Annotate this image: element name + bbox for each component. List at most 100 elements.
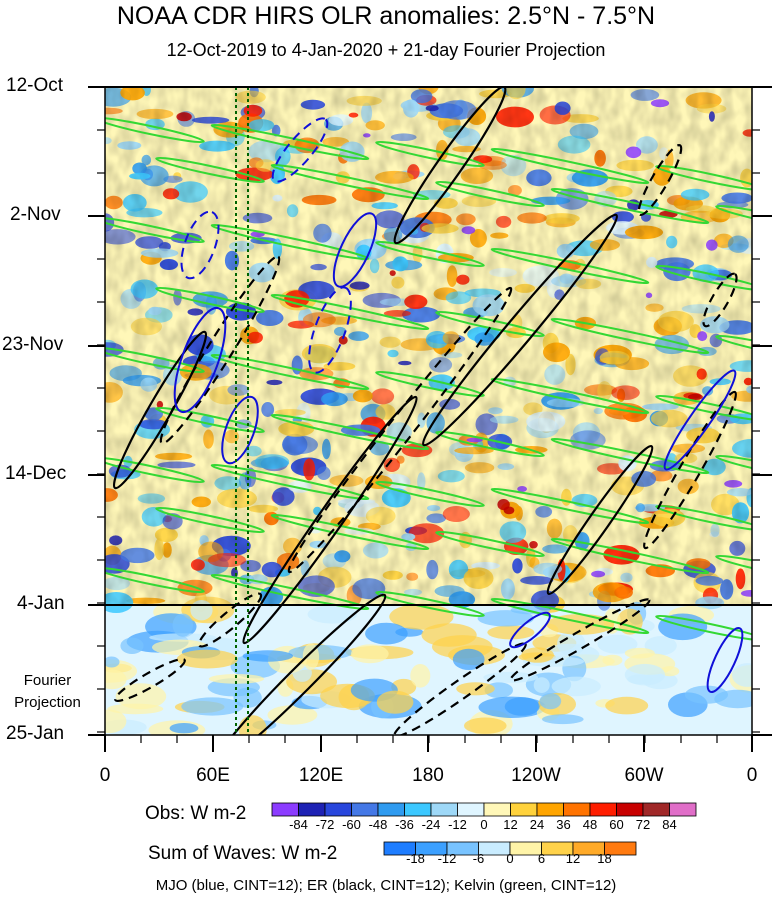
wave-contour xyxy=(375,590,485,618)
wave-contour xyxy=(490,247,650,285)
wave-contour xyxy=(663,369,737,471)
wave-contour xyxy=(221,395,259,465)
waves-colorbar-swatch xyxy=(604,841,637,856)
wave-sum-blob xyxy=(483,671,539,683)
wave-sum-blob xyxy=(597,634,638,654)
wave-sum-blob xyxy=(376,690,414,714)
obs-legend-tick: -72 xyxy=(315,817,335,832)
wave-contour xyxy=(105,346,205,374)
obs-legend-tick: 12 xyxy=(503,817,518,832)
wave-contour xyxy=(550,437,710,475)
wave-contour xyxy=(715,334,752,362)
wave-sum-blob xyxy=(169,723,199,734)
chart-footer: MJO (blue, CINT=12); ER (black, CINT=12)… xyxy=(155,877,617,894)
wave-contour xyxy=(155,156,265,184)
wave-contour xyxy=(270,413,430,451)
wave-contour xyxy=(213,593,387,735)
wave-sum-blob xyxy=(539,693,562,710)
wave-contour xyxy=(105,456,205,484)
wave-contour xyxy=(155,406,265,434)
obs-colorbar-swatch xyxy=(457,802,485,817)
wave-contour xyxy=(715,454,752,482)
wave-sum-blob xyxy=(477,610,534,627)
wave-contour xyxy=(270,163,430,201)
waves-legend-tick: 0 xyxy=(506,851,514,866)
obs-legend-title: Obs: W m-2 xyxy=(145,803,247,824)
wave-contour xyxy=(655,614,752,642)
wave-contour xyxy=(375,140,485,168)
wave-contour xyxy=(715,554,752,582)
wave-contour xyxy=(375,240,485,268)
obs-legend-tick: 36 xyxy=(556,817,571,832)
wave-sum-blob xyxy=(120,637,144,654)
waves-colorbar-swatch xyxy=(509,841,542,856)
x-tick-label: 180 xyxy=(412,765,444,786)
wave-sum-blob xyxy=(115,683,167,710)
wave-sum-blob xyxy=(624,663,666,686)
wave-sum-blob xyxy=(238,715,267,735)
wave-sum-blob xyxy=(176,649,238,669)
obs-legend-tick: 24 xyxy=(529,817,545,832)
wave-sum-blob xyxy=(557,631,586,656)
y-tick-label: 12-Oct xyxy=(6,75,64,96)
wave-sum-blob xyxy=(267,705,318,725)
wave-sum-blob xyxy=(172,613,193,637)
obs-legend-tick: 60 xyxy=(609,817,624,832)
obs-colorbar-swatch xyxy=(404,802,432,817)
wave-contour xyxy=(210,223,370,261)
obs-legend-tick: -48 xyxy=(368,817,388,832)
wave-contour xyxy=(112,330,208,490)
x-tick-label: 60W xyxy=(624,765,664,786)
wave-contour xyxy=(421,213,619,447)
x-tick-label: 60E xyxy=(196,765,230,786)
wave-sum-blob xyxy=(487,625,535,640)
wave-sum-blob xyxy=(660,666,680,677)
obs-legend-tick: -84 xyxy=(289,817,308,832)
obs-colorbar-swatch xyxy=(616,802,644,817)
obs-colorbar xyxy=(271,802,697,817)
wave-sum-blob xyxy=(605,696,649,715)
obs-legend-tick: 72 xyxy=(635,817,651,832)
waves-colorbar xyxy=(383,841,637,856)
x-tick-label: 120E xyxy=(298,765,344,786)
wave-sum-blob xyxy=(421,623,477,647)
wave-contour xyxy=(490,147,650,185)
wave-contour xyxy=(490,487,650,525)
obs-legend-tick: 84 xyxy=(662,817,677,832)
wave-sum-blob xyxy=(107,703,164,715)
waves-legend-title: Sum of Waves: W m-2 xyxy=(148,843,338,864)
wave-sum-blob xyxy=(208,674,264,684)
obs-colorbar-swatch xyxy=(324,802,352,817)
wave-contour xyxy=(715,204,752,232)
wave-sum-blob xyxy=(105,709,127,734)
obs-legend-tick: -60 xyxy=(342,817,361,832)
obs-colorbar-swatch xyxy=(536,802,564,817)
wave-contour xyxy=(706,626,744,694)
wave-sum-blob xyxy=(410,664,431,688)
wave-sum-blob xyxy=(452,648,485,671)
wave-contour xyxy=(375,480,485,508)
wave-contour xyxy=(271,117,329,183)
wave-contour xyxy=(655,264,752,292)
wave-contour xyxy=(287,286,513,574)
wave-contour xyxy=(173,306,227,414)
wave-sum-blob xyxy=(624,647,655,659)
fourier-projection-label: Fourier Projection xyxy=(14,672,81,711)
wave-sum-blob xyxy=(105,669,127,690)
obs-legend-tick: -36 xyxy=(395,817,414,832)
wave-contour xyxy=(210,123,370,161)
obs-colorbar-swatch xyxy=(351,802,379,817)
wave-contour xyxy=(435,430,545,458)
obs-colorbar-swatch xyxy=(298,802,326,817)
wave-sum-blob xyxy=(684,685,729,704)
wave-sum-blob xyxy=(365,622,408,645)
wave-contour xyxy=(490,597,650,635)
chart-title: NOAA CDR HIRS OLR anomalies: 2.5°N - 7.5… xyxy=(116,2,656,30)
waves-legend-tick: -18 xyxy=(406,851,425,866)
mjo-contours xyxy=(173,117,744,694)
wave-sum-blob xyxy=(504,697,540,716)
obs-colorbar-swatch xyxy=(377,802,405,817)
obs-colorbar-swatch xyxy=(563,802,591,817)
axis-ticks xyxy=(88,86,772,752)
